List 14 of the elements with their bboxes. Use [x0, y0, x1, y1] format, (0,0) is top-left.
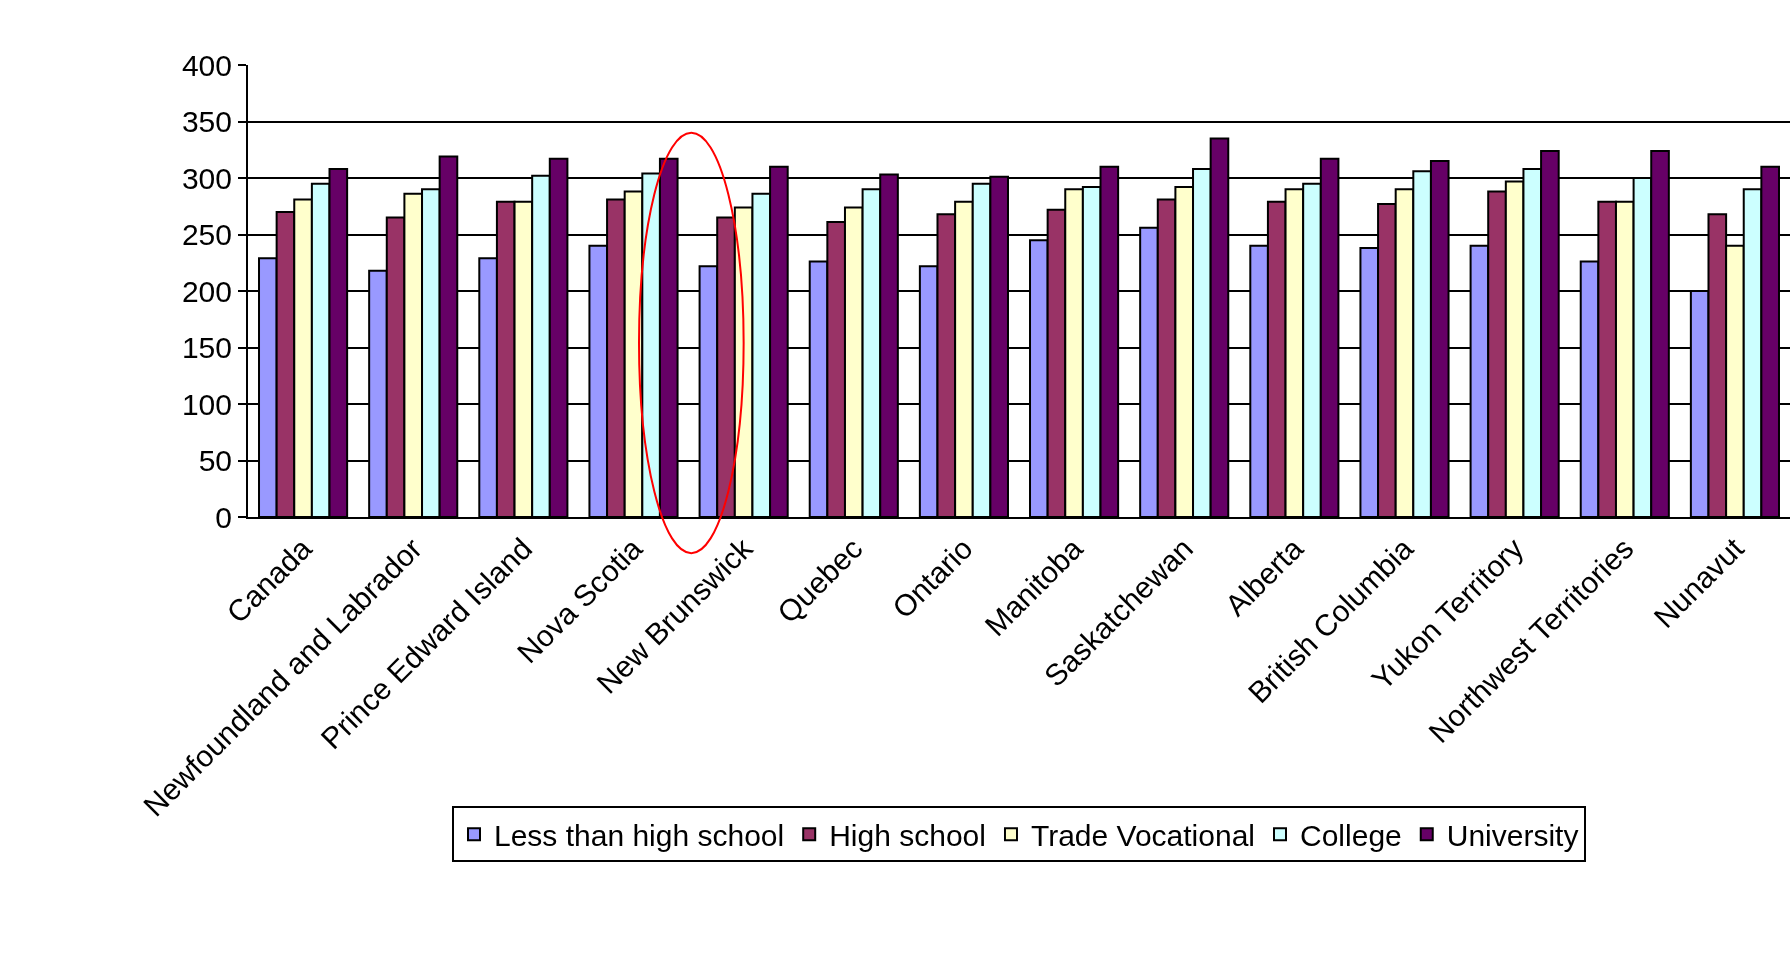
y-tick-label: 150 [181, 331, 232, 364]
y-tick-label: 200 [181, 274, 232, 308]
y-tick-label: 350 [181, 105, 232, 138]
legend-label: Less than high school [494, 818, 785, 852]
y-tick-label: 50 [198, 444, 232, 477]
legend-label: University [1446, 818, 1579, 852]
y-tick-label: 0 [215, 500, 232, 534]
y-tick-label: 250 [181, 218, 232, 251]
legend-label: Trade Vocational [1030, 818, 1256, 852]
y-tick-label: 100 [181, 387, 232, 421]
legend-label: High school [829, 818, 986, 852]
y-tick-label: 300 [181, 161, 232, 195]
y-tick-label: 400 [181, 48, 232, 82]
legend-label: College [1300, 818, 1402, 852]
